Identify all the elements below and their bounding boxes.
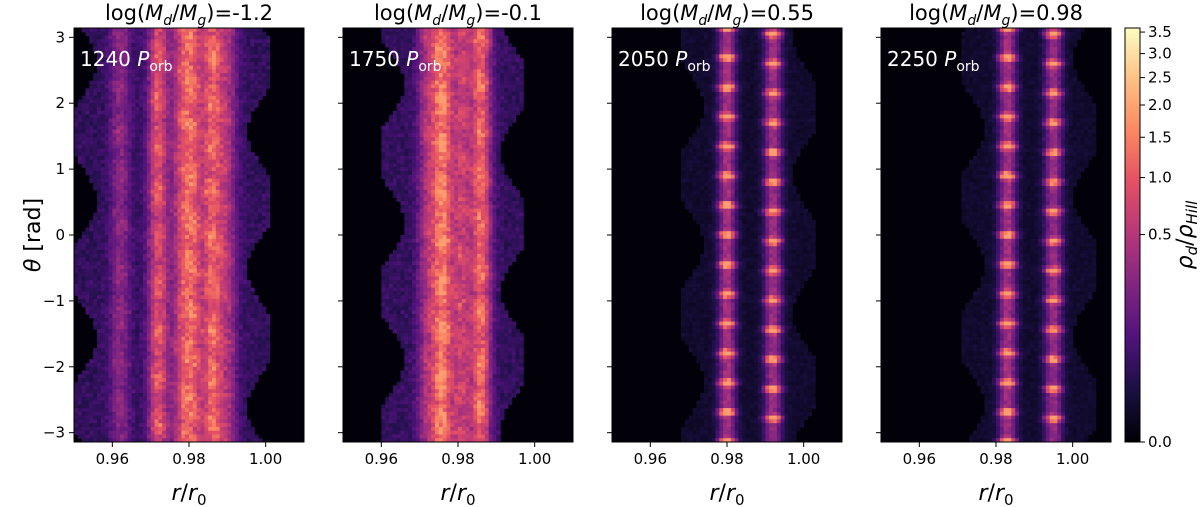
colorbar-tick-label: 1.0 (1148, 169, 1172, 187)
colorbar-gradient (1124, 27, 1141, 443)
colorbar-label: ρd/ρHill (1173, 200, 1200, 270)
colorbar-tick-label: 0.5 (1148, 226, 1172, 244)
x-tick-label: 1.00 (249, 450, 282, 468)
y-axis-label: θ [rad] (21, 198, 46, 272)
colorbar-tick-label: 2.0 (1148, 96, 1172, 114)
panel-1: 0.96 0.98 1.00 3 2 1 0 −1 −2 −3 log(Md/Mg)=-1.2 124… (43, 1, 305, 468)
x-axis-label: r/r0 (709, 481, 744, 507)
colorbar-tick-label: 0.0 (1148, 433, 1172, 451)
y-tick-label: −2 (43, 358, 65, 376)
x-tick-label: 0.96 (365, 450, 398, 468)
colorbar-tick-label: 1.5 (1148, 128, 1172, 146)
time-label: 2250 Porb (887, 47, 980, 75)
colorbar-tick-label: 3.0 (1148, 45, 1172, 63)
colorbar-tick-label: 3.5 (1148, 23, 1172, 41)
x-axis-label: r/r0 (440, 481, 475, 507)
y-tick-label: 3 (55, 28, 65, 46)
x-tick-label: 0.98 (172, 450, 205, 468)
time-label: 2050 Porb (618, 47, 711, 75)
y-tick-label: −3 (43, 424, 65, 442)
y-tick-label: 0 (55, 226, 65, 244)
y-tick-label: −1 (43, 292, 65, 310)
x-tick-label: 1.00 (518, 450, 551, 468)
panel-title: log(Md/Mg)=-1.2 (105, 1, 273, 29)
x-tick-label: 0.98 (441, 450, 474, 468)
panel-4: 0.96 0.98 1.00 log(Md/Mg)=0.98 2250 Porb (876, 1, 1112, 468)
time-label: 1240 Porb (80, 47, 173, 75)
axis-labels: r/r0 r/r0 r/r0 r/r0 θ [rad] (21, 198, 1014, 507)
x-tick-label: 1.00 (1056, 450, 1089, 468)
colorbar-tick-label: 2.5 (1148, 69, 1172, 87)
heatmap-image (343, 28, 573, 442)
panel-3: 0.96 0.98 1.00 log(Md/Mg)=0.55 2050 Porb (607, 1, 843, 468)
heatmap-panels: 0.96 0.98 1.00 3 2 1 0 −1 −2 −3 log(Md/Mg)=-1.2 124… (43, 1, 1112, 468)
x-tick-label: 0.96 (634, 450, 667, 468)
y-tick-label: 1 (55, 160, 65, 178)
panel-title: log(Md/Mg)=0.98 (909, 1, 1083, 29)
heatmap-image (612, 28, 842, 442)
x-tick-label: 0.98 (710, 450, 743, 468)
y-tick-label: 2 (55, 94, 65, 112)
x-axis-label: r/r0 (171, 481, 206, 507)
x-axis-label: r/r0 (978, 481, 1013, 507)
panel-title: log(Md/Mg)=0.55 (640, 1, 814, 29)
colorbar: 0.0 0.5 1.0 1.5 2.0 2.5 3.0 3.5 ρd/ρHill (1124, 23, 1200, 451)
time-label: 1750 Porb (349, 47, 442, 75)
x-tick-label: 0.96 (96, 450, 129, 468)
heatmap-image (74, 28, 304, 442)
x-tick-label: 0.98 (979, 450, 1012, 468)
x-tick-label: 1.00 (787, 450, 820, 468)
panel-title: log(Md/Mg)=-0.1 (374, 1, 542, 29)
heatmap-image (881, 28, 1111, 442)
x-tick-label: 0.96 (903, 450, 936, 468)
panel-2: 0.96 0.98 1.00 log(Md/Mg)=-0.1 1750 Porb (338, 1, 574, 468)
